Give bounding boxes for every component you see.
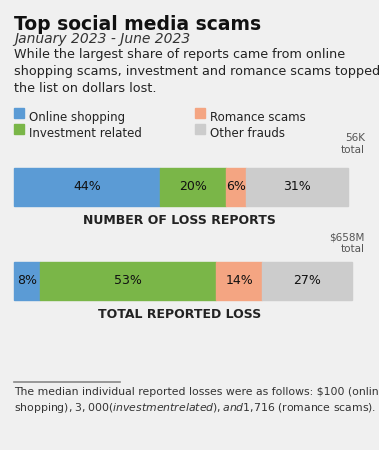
Bar (246, 168, 348, 206)
Text: Online shopping: Online shopping (29, 111, 125, 124)
Bar (195, 124, 205, 134)
Text: 53%: 53% (114, 274, 142, 288)
Bar (41, 262, 216, 300)
Text: $658M
total: $658M total (330, 232, 365, 254)
Text: January 2023 - June 2023: January 2023 - June 2023 (14, 32, 190, 46)
Bar (262, 262, 352, 300)
Bar (160, 168, 226, 206)
Text: Investment related: Investment related (29, 127, 142, 140)
Text: NUMBER OF LOSS REPORTS: NUMBER OF LOSS REPORTS (83, 214, 276, 227)
Bar (195, 108, 205, 118)
Text: 14%: 14% (225, 274, 253, 288)
Text: 31%: 31% (283, 180, 311, 194)
Text: While the largest share of reports came from online
shopping scams, investment a: While the largest share of reports came … (14, 48, 379, 95)
Bar (216, 262, 262, 300)
Text: 56K
total: 56K total (341, 133, 365, 155)
Bar (14, 124, 24, 134)
Text: TOTAL REPORTED LOSS: TOTAL REPORTED LOSS (98, 308, 261, 321)
Text: The median individual reported losses were as follows: $100 (online
shopping), $: The median individual reported losses we… (14, 387, 379, 415)
Text: Top social media scams: Top social media scams (14, 15, 261, 34)
Text: Other frauds: Other frauds (210, 127, 285, 140)
Bar (226, 168, 246, 206)
Text: 8%: 8% (17, 274, 37, 288)
Bar (14, 168, 160, 206)
Text: Romance scams: Romance scams (210, 111, 306, 124)
Text: 6%: 6% (226, 180, 246, 194)
Bar (14, 262, 41, 300)
Text: 20%: 20% (179, 180, 207, 194)
Bar (14, 108, 24, 118)
Text: 27%: 27% (293, 274, 321, 288)
Text: 44%: 44% (73, 180, 101, 194)
